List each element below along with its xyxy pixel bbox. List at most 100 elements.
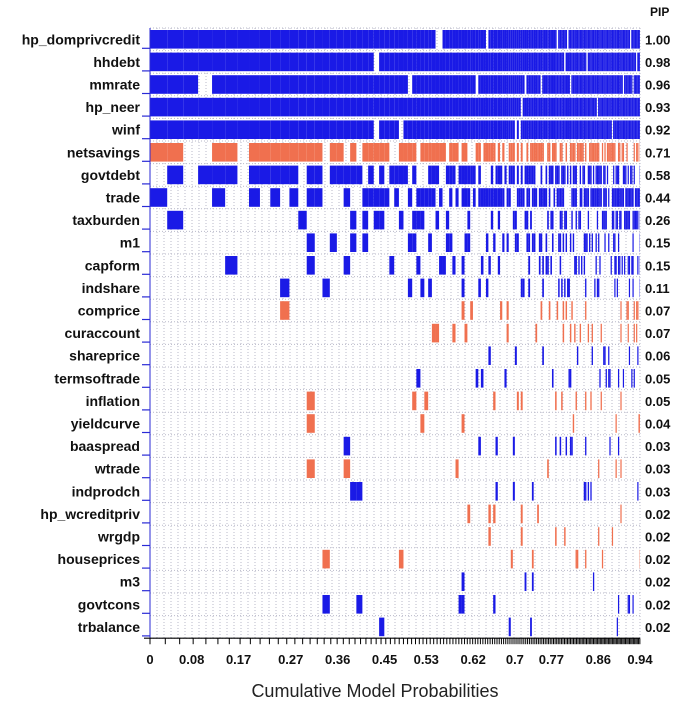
model-cell-hhdebt-49 [472,52,476,72]
model-cell-trade-112 [586,188,588,207]
model-cell-yieldcurve-135 [615,414,617,433]
model-cell-trade-89 [553,188,556,207]
model-cell-mmrate-0 [150,75,168,94]
model-cell-hhdebt-102 [572,52,575,72]
model-cell-hhdebt-63 [506,52,509,72]
model-cell-winf-86 [548,120,551,139]
model-cell-netsavings-13 [306,143,315,162]
model-cell-winf-131 [610,120,612,139]
model-cell-m3-117 [592,572,595,591]
model-cell-capform-142 [624,256,626,275]
model-cell-winf-68 [516,120,519,139]
model-cell-taxburden-126 [604,210,606,230]
model-cell-taxburden-143 [625,210,627,230]
model-cell-trade-135 [615,188,617,207]
x-tick-label-0.77: 0.77 [539,652,564,667]
model-cell-govtcons-20 [356,595,363,614]
model-cell-trade-49 [472,188,476,207]
model-cell-hp_neer-149 [632,97,634,117]
model-cell-indshare-121 [598,278,600,298]
model-cell-govtdebt-123 [600,165,602,185]
model-cell-trade-36 [431,188,436,207]
model-cell-hp_domprivcredit-72 [524,30,527,49]
model-cell-netsavings-38 [439,143,443,162]
model-cell-hhdebt-1 [167,52,184,72]
model-cell-hhdebt-120 [596,52,599,72]
model-cell-capform-39 [442,256,446,275]
model-cell-hhdebt-8 [259,52,271,72]
model-cell-hp_domprivcredit-82 [542,30,544,49]
model-cell-govtdebt-133 [613,165,615,185]
model-cell-taxburden-152 [636,210,638,230]
model-cell-taxburden-59 [497,210,501,230]
model-cell-hp_neer-38 [439,97,443,117]
model-cell-netsavings-138 [619,143,621,162]
model-cell-hp_domprivcredit-65 [510,30,513,49]
model-cell-netsavings-9 [270,143,281,162]
model-cell-taxburden-12 [298,210,307,230]
model-cell-mmrate-14 [314,75,323,94]
model-cell-govtdebt-35 [428,165,432,185]
model-cell-hhdebt-125 [603,52,605,72]
model-cell-mmrate-105 [576,75,579,94]
model-cell-hp_neer-17 [336,97,344,117]
model-cell-wtrade-85 [547,459,549,478]
pip-value-indshare: 0.11 [645,281,670,296]
model-cell-netsavings-43 [455,143,459,162]
model-cell-trade-32 [416,188,421,207]
model-cell-mmrate-73 [526,75,529,94]
model-cell-hp_domprivcredit-127 [605,30,607,49]
model-cell-indshare-120 [596,278,599,298]
model-cell-winf-22 [368,120,374,139]
model-cell-netsavings-54 [485,143,489,162]
model-cell-hhdebt-149 [632,52,634,72]
model-cell-winf-33 [420,120,425,139]
model-cell-hp_neer-35 [428,97,432,117]
model-cell-winf-61 [502,120,505,139]
model-cell-winf-66 [512,120,515,139]
model-cell-hhdebt-74 [528,52,531,72]
model-cell-trade-55 [488,188,491,207]
model-cell-capform-85 [547,256,549,275]
model-cell-winf-102 [572,120,575,139]
model-cell-winf-117 [592,120,595,139]
model-cell-hp_domprivcredit-154 [638,30,640,49]
pip-value-houseprices: 0.02 [645,552,670,567]
model-cell-hp_neer-105 [576,97,579,117]
model-cell-winf-134 [614,120,616,139]
model-cell-baaspread-137 [617,436,620,456]
model-cell-govtdebt-41 [449,165,453,185]
model-cell-hp_neer-154 [638,97,640,117]
model-cell-trade-145 [627,188,629,207]
model-cell-indshare-146 [628,278,631,298]
model-cell-m3-76 [531,572,534,591]
model-cell-hp_neer-148 [631,97,633,117]
model-cell-hp_domprivcredit-93 [559,30,562,49]
model-cell-hhdebt-108 [581,52,583,72]
model-cell-hp_domprivcredit-107 [579,30,582,49]
model-cell-hp_neer-113 [587,97,590,117]
model-cell-taxburden-31 [412,210,417,230]
model-cell-winf-143 [625,120,627,139]
model-cell-govtdebt-95 [562,165,565,185]
model-cell-hp_domprivcredit-71 [522,30,525,49]
model-cell-wtrade-121 [598,459,600,478]
variable-label-hp_neer: hp_neer [86,99,141,115]
model-cell-hhdebt-88 [551,52,554,72]
model-cell-hp_wcreditpriv-79 [537,504,539,524]
model-cell-mmrate-125 [603,75,605,94]
model-cell-hhdebt-81 [540,52,543,72]
model-cell-hhdebt-131 [610,52,612,72]
model-cell-trade-23 [373,188,380,207]
model-cell-govtcons-145 [627,595,629,614]
model-cell-hp_neer-29 [403,97,408,117]
model-cell-m1-77 [533,233,536,252]
model-cell-hp_domprivcredit-10 [280,30,290,49]
pip-value-shareprice: 0.06 [645,349,670,364]
model-cell-hp_neer-98 [567,97,569,117]
model-cell-hp_neer-117 [592,97,595,117]
model-cell-indshare-35 [428,278,432,298]
model-cell-netsavings-117 [592,143,595,162]
model-cell-taxburden-150 [633,210,635,230]
model-cell-govtdebt-42 [452,165,456,185]
